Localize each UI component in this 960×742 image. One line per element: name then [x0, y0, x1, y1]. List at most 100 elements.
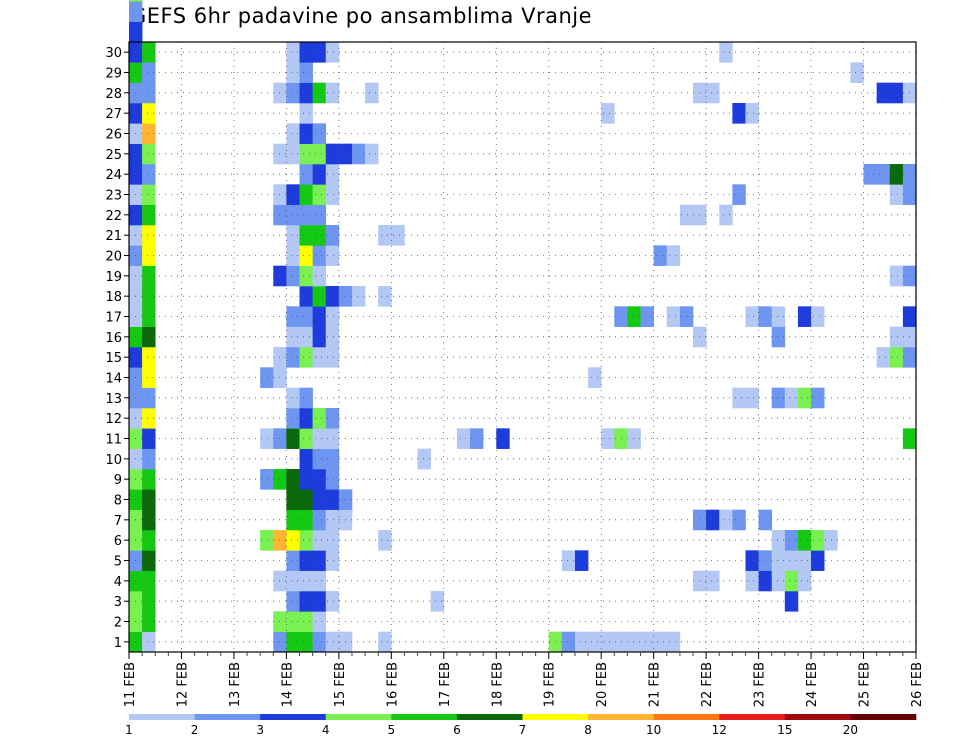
heatmap-cell — [286, 631, 300, 653]
x-tick-label: 20 FEB — [595, 662, 610, 707]
heatmap-cell — [745, 570, 759, 592]
heatmap-cell — [142, 367, 156, 388]
legend-label: 8 — [584, 723, 592, 737]
heatmap-cell — [299, 326, 313, 348]
heatmap-cell — [299, 611, 313, 632]
heatmap-cell — [299, 509, 313, 531]
heatmap-cell — [142, 347, 156, 368]
x-tick-label: 15 FEB — [333, 662, 348, 707]
heatmap-cell — [142, 408, 156, 429]
heatmap-cell — [142, 530, 156, 551]
heatmap-cell — [142, 550, 156, 571]
heatmap-cell — [286, 550, 300, 571]
heatmap-cell — [797, 570, 812, 592]
heatmap-cell — [784, 387, 799, 409]
heatmap-cell — [312, 428, 327, 449]
heatmap-cell — [601, 103, 615, 124]
y-tick-label: 13 — [105, 392, 122, 407]
heatmap-cell — [574, 631, 589, 653]
heatmap-cell — [260, 530, 274, 551]
heatmap-cell — [325, 245, 340, 266]
heatmap-cell — [325, 509, 340, 531]
heatmap-cell — [601, 631, 615, 653]
heatmap-cell — [679, 204, 694, 226]
heatmap-cell — [745, 103, 759, 124]
heatmap-cell — [286, 428, 300, 449]
heatmap-cell — [312, 408, 327, 429]
heatmap-cell — [260, 428, 274, 449]
heatmap-cell — [588, 631, 602, 653]
heatmap-cell — [312, 448, 327, 470]
legend-swatch — [850, 714, 917, 720]
heatmap-cell — [325, 591, 340, 612]
heatmap-cell — [889, 265, 904, 287]
heatmap-cell — [286, 42, 300, 63]
x-axis: 11 FEB 12 FEB 13 FEB 14 FEB 15 FEB 16 FEB 17 F… — [123, 652, 925, 707]
y-tick-label: 12 — [105, 412, 122, 427]
legend-swatch — [719, 714, 786, 720]
heatmap-cell — [876, 164, 891, 185]
heatmap-cell — [732, 103, 746, 124]
y-tick-label: 24 — [105, 168, 122, 183]
heatmap-cell — [391, 225, 405, 246]
heatmap-cell — [299, 184, 313, 205]
y-tick-label: 16 — [105, 331, 122, 346]
heatmap-cell — [299, 570, 313, 592]
heatmap-cell — [496, 428, 510, 449]
heatmap-cell — [312, 286, 327, 307]
x-tick-label: 14 FEB — [280, 662, 295, 707]
y-tick-label: 26 — [105, 128, 122, 143]
heatmap-cell — [876, 82, 891, 104]
heatmap-cell — [142, 570, 156, 592]
heatmap-cell — [142, 123, 156, 144]
heatmap-cell — [142, 509, 156, 531]
heatmap-cell — [325, 631, 340, 653]
heatmap-cell — [142, 164, 156, 185]
heatmap-cell — [574, 550, 589, 571]
heatmap-cell — [312, 469, 327, 490]
legend-label: 12 — [712, 723, 727, 737]
heatmap-cell — [378, 225, 392, 246]
heatmap-cell — [312, 164, 327, 185]
heatmap-cell — [771, 387, 786, 409]
y-tick-label: 3 — [114, 595, 122, 610]
heatmap-cell — [299, 103, 313, 124]
legend-swatch — [588, 714, 654, 720]
legend-swatch — [456, 714, 523, 720]
heatmap-cell — [811, 550, 825, 571]
legend-label: 1 — [125, 723, 133, 737]
heatmap-cell — [640, 631, 654, 653]
x-tick-label: 24 FEB — [805, 662, 820, 707]
heatmap-cell — [312, 489, 327, 510]
heatmap-cell — [325, 550, 340, 571]
y-tick-label: 10 — [105, 453, 122, 468]
heatmap-cell — [299, 387, 313, 409]
x-tick-label: 22 FEB — [700, 662, 715, 707]
legend-label: 4 — [322, 723, 330, 737]
legend-swatch — [260, 714, 327, 720]
heatmap-cell — [286, 530, 300, 551]
heatmap-cell — [286, 591, 300, 612]
heatmap-cell — [745, 387, 759, 409]
y-tick-label: 6 — [114, 534, 122, 549]
y-tick-label: 7 — [114, 514, 122, 529]
heatmap-cell — [299, 306, 313, 327]
heatmap-cell — [142, 42, 156, 63]
heatmap-cell — [312, 123, 327, 144]
heatmap-cell — [784, 530, 799, 551]
color-scale-legend: 1 2 3 4 5 6 7 8 10 12 15 20 — [125, 714, 917, 737]
heatmap-cell — [824, 530, 838, 551]
heatmap-cell — [561, 631, 576, 653]
heatmap-cell — [142, 245, 156, 266]
heatmap-cell — [142, 62, 156, 83]
heatmap-cell — [312, 225, 327, 246]
heatmap-cell — [325, 184, 340, 205]
y-tick-label: 22 — [105, 209, 122, 224]
heatmap-cell — [771, 306, 786, 327]
heatmap-cell — [286, 265, 300, 287]
heatmap-cell — [706, 82, 720, 104]
heatmap-cell — [312, 550, 327, 571]
heatmap-cell — [286, 611, 300, 632]
heatmap-cell — [129, 21, 143, 43]
x-tick-label: 21 FEB — [648, 662, 663, 707]
